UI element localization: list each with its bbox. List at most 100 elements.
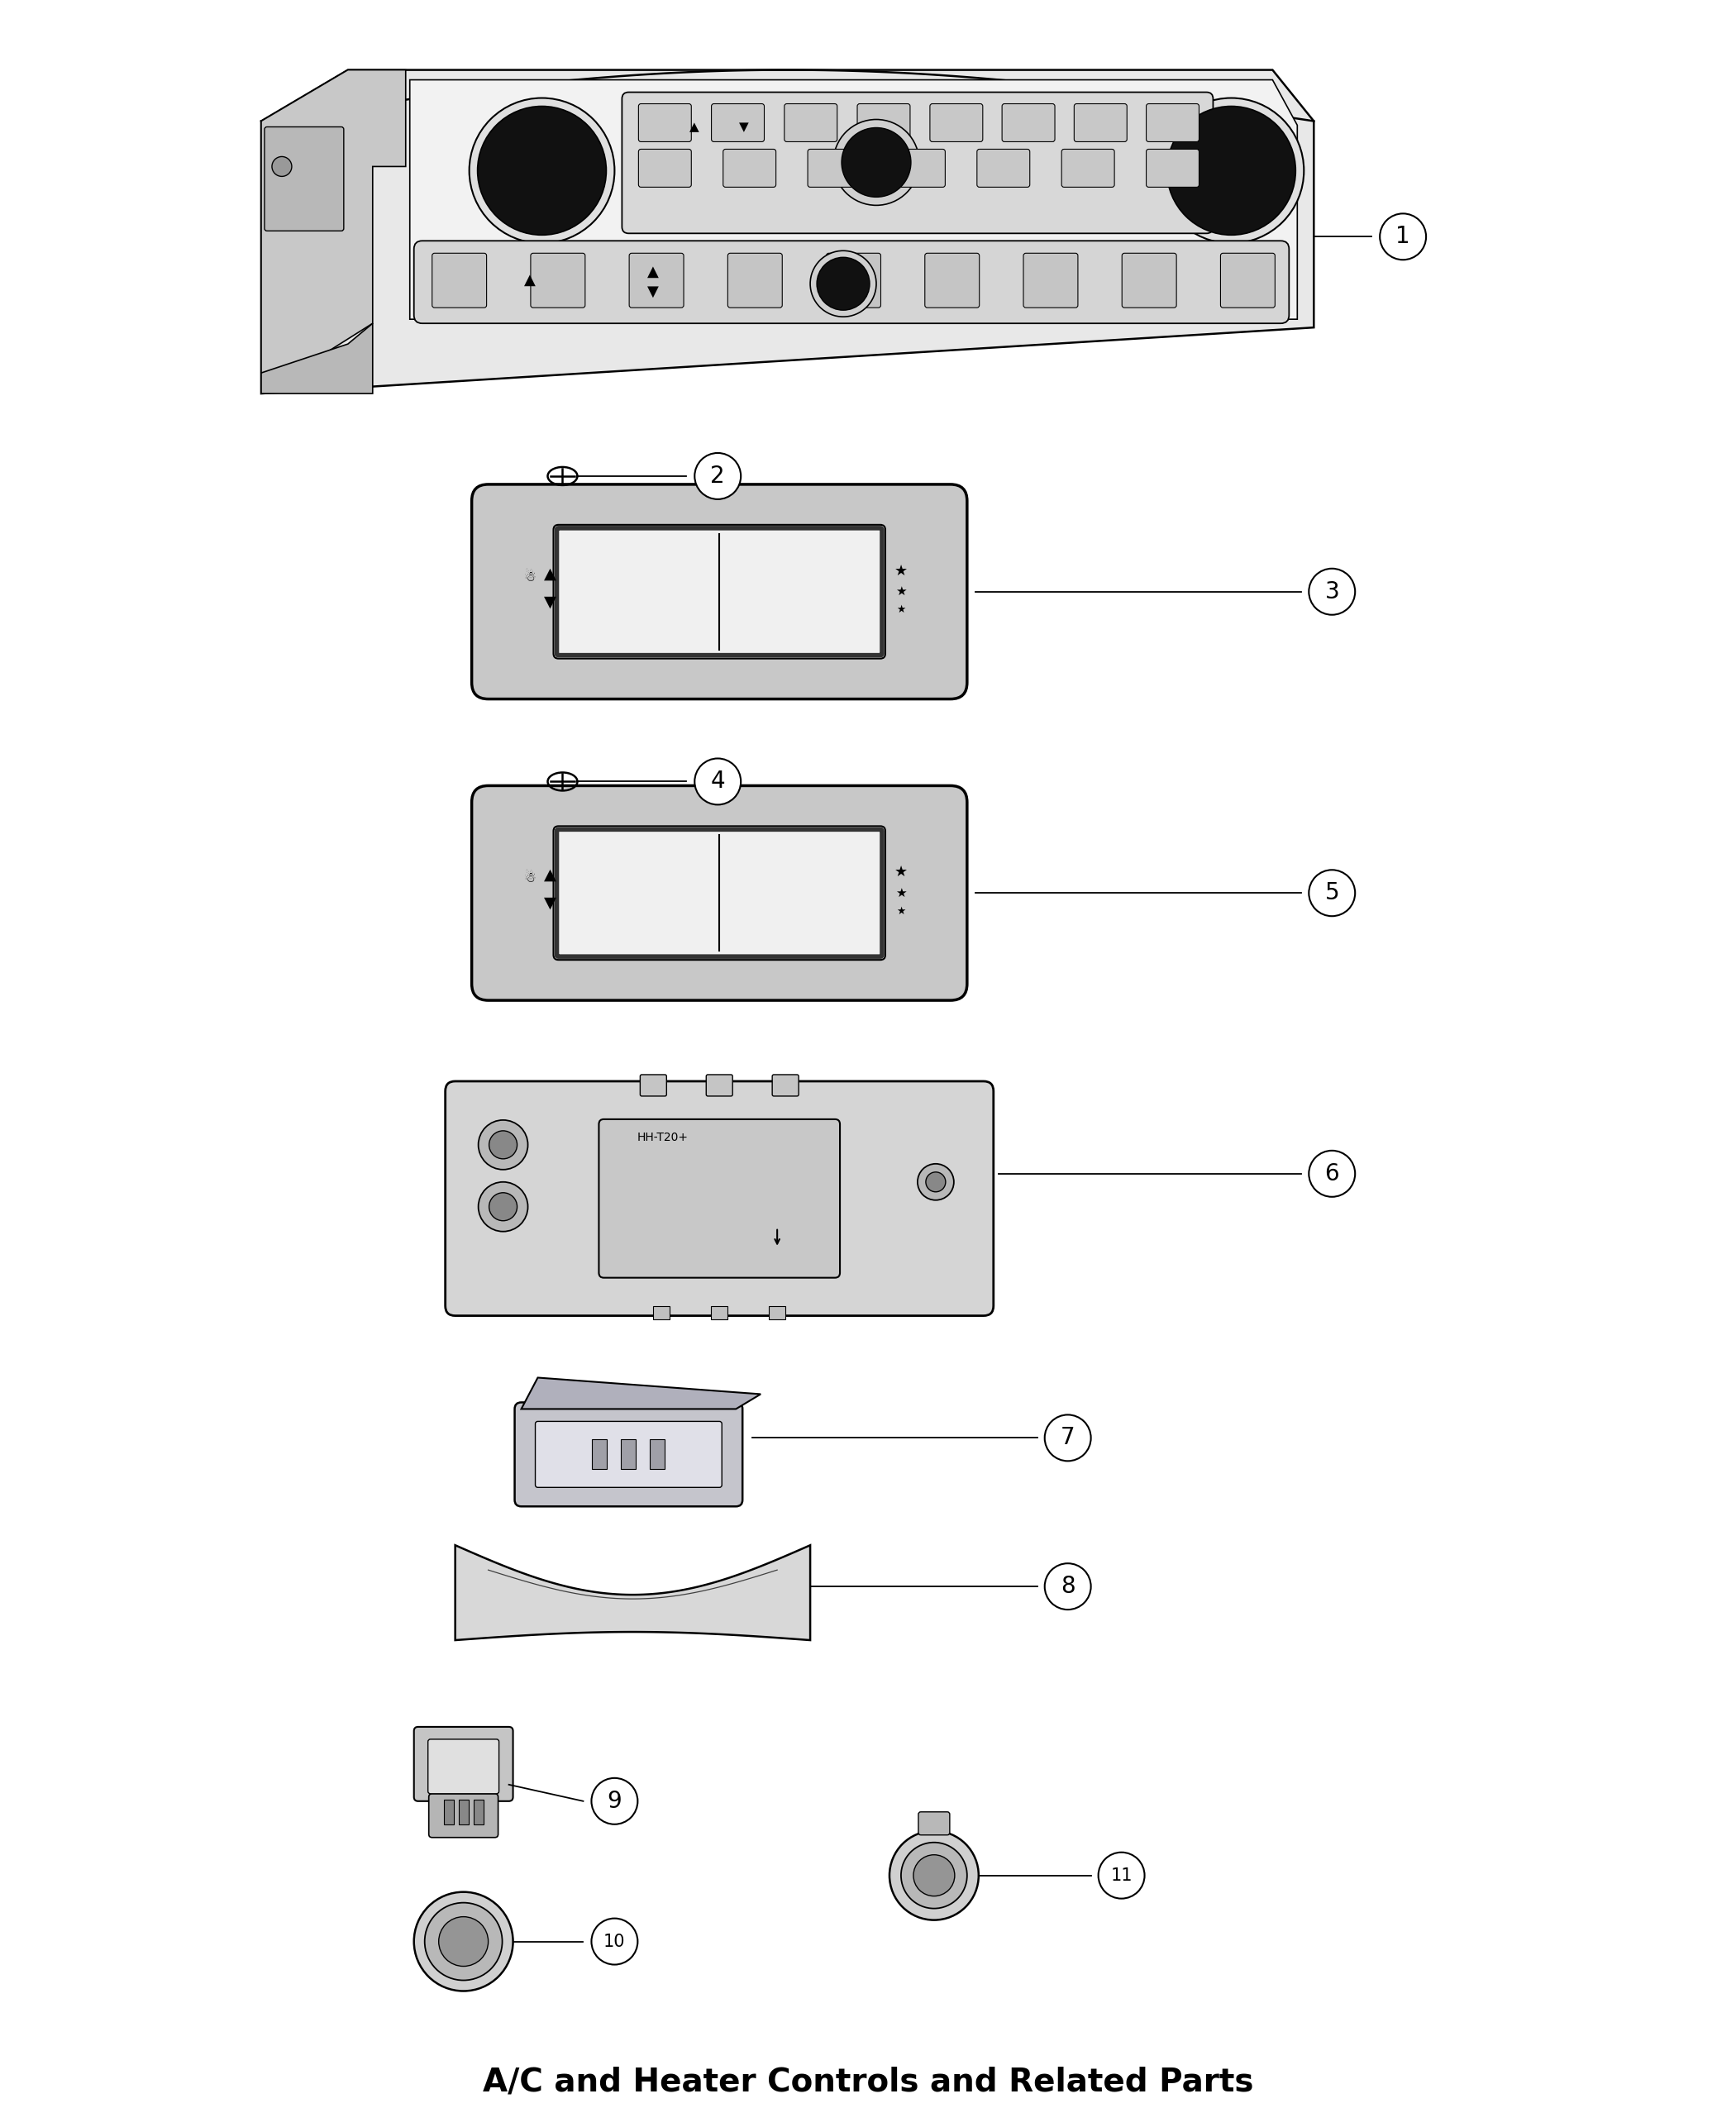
Bar bbox=[649, 1440, 665, 1469]
FancyBboxPatch shape bbox=[930, 103, 983, 141]
Circle shape bbox=[413, 1893, 514, 1992]
Circle shape bbox=[918, 1164, 953, 1199]
Circle shape bbox=[1309, 871, 1356, 917]
Text: ▲: ▲ bbox=[543, 866, 556, 883]
Bar bbox=[592, 1440, 608, 1469]
FancyBboxPatch shape bbox=[1146, 150, 1200, 188]
Text: ★: ★ bbox=[896, 906, 906, 917]
Circle shape bbox=[818, 257, 870, 310]
FancyBboxPatch shape bbox=[535, 1421, 722, 1488]
FancyBboxPatch shape bbox=[429, 1794, 498, 1838]
Circle shape bbox=[490, 1193, 517, 1221]
Circle shape bbox=[842, 129, 911, 196]
Text: ▼: ▼ bbox=[648, 285, 660, 299]
Circle shape bbox=[479, 1119, 528, 1170]
Text: ☃: ☃ bbox=[523, 569, 536, 584]
Bar bbox=[474, 1800, 483, 1823]
FancyBboxPatch shape bbox=[892, 150, 944, 188]
Bar bbox=[712, 1305, 727, 1320]
FancyBboxPatch shape bbox=[1024, 253, 1078, 308]
Circle shape bbox=[425, 1904, 502, 1979]
FancyBboxPatch shape bbox=[707, 1075, 733, 1096]
Text: HH-T20+: HH-T20+ bbox=[637, 1132, 687, 1143]
FancyBboxPatch shape bbox=[639, 150, 691, 188]
Bar bbox=[653, 1305, 670, 1320]
Text: ★: ★ bbox=[894, 563, 908, 578]
Text: ▲: ▲ bbox=[524, 274, 535, 289]
Circle shape bbox=[1158, 97, 1304, 242]
Circle shape bbox=[913, 1855, 955, 1895]
FancyBboxPatch shape bbox=[1146, 103, 1200, 141]
Polygon shape bbox=[260, 323, 373, 394]
Text: ★: ★ bbox=[896, 605, 906, 616]
FancyBboxPatch shape bbox=[1002, 103, 1055, 141]
Polygon shape bbox=[260, 70, 1314, 394]
Text: 2: 2 bbox=[710, 464, 726, 487]
Text: 4: 4 bbox=[710, 769, 726, 793]
Text: 6: 6 bbox=[1325, 1162, 1338, 1185]
FancyBboxPatch shape bbox=[727, 253, 783, 308]
Text: ▲: ▲ bbox=[689, 120, 700, 133]
Bar bbox=[621, 1440, 635, 1469]
Bar bbox=[458, 1800, 469, 1823]
FancyBboxPatch shape bbox=[554, 525, 885, 658]
Text: 8: 8 bbox=[1061, 1575, 1075, 1598]
FancyBboxPatch shape bbox=[264, 126, 344, 232]
FancyBboxPatch shape bbox=[514, 1402, 743, 1507]
Bar bbox=[769, 1305, 785, 1320]
Circle shape bbox=[833, 120, 918, 204]
Text: 10: 10 bbox=[604, 1933, 625, 1950]
Text: 11: 11 bbox=[1111, 1868, 1132, 1885]
Circle shape bbox=[1045, 1414, 1090, 1461]
Polygon shape bbox=[521, 1379, 760, 1408]
FancyBboxPatch shape bbox=[1220, 253, 1274, 308]
Circle shape bbox=[1309, 569, 1356, 616]
Text: A/C and Heater Controls and Related Parts: A/C and Heater Controls and Related Part… bbox=[483, 2066, 1253, 2097]
Circle shape bbox=[1099, 1853, 1144, 1899]
FancyBboxPatch shape bbox=[413, 240, 1290, 323]
Circle shape bbox=[901, 1842, 967, 1908]
FancyBboxPatch shape bbox=[724, 150, 776, 188]
Text: ★: ★ bbox=[896, 586, 906, 599]
FancyBboxPatch shape bbox=[1075, 103, 1127, 141]
Circle shape bbox=[889, 1832, 979, 1920]
FancyBboxPatch shape bbox=[432, 253, 486, 308]
Text: ▼: ▼ bbox=[543, 594, 556, 609]
Circle shape bbox=[694, 759, 741, 805]
Text: ▼: ▼ bbox=[740, 120, 748, 133]
Circle shape bbox=[479, 1183, 528, 1231]
FancyBboxPatch shape bbox=[641, 1075, 667, 1096]
Circle shape bbox=[694, 453, 741, 500]
FancyBboxPatch shape bbox=[807, 150, 861, 188]
FancyBboxPatch shape bbox=[773, 1075, 799, 1096]
FancyBboxPatch shape bbox=[1121, 253, 1177, 308]
Text: 9: 9 bbox=[608, 1790, 621, 1813]
FancyBboxPatch shape bbox=[977, 150, 1029, 188]
Circle shape bbox=[925, 1172, 946, 1191]
Polygon shape bbox=[260, 70, 406, 394]
Circle shape bbox=[592, 1918, 637, 1965]
FancyBboxPatch shape bbox=[639, 103, 691, 141]
Text: 7: 7 bbox=[1061, 1427, 1075, 1450]
Circle shape bbox=[273, 156, 292, 177]
FancyBboxPatch shape bbox=[621, 93, 1213, 234]
Circle shape bbox=[490, 1130, 517, 1159]
Text: ☃: ☃ bbox=[523, 871, 536, 885]
FancyBboxPatch shape bbox=[925, 253, 979, 308]
Text: 5: 5 bbox=[1325, 881, 1338, 904]
Circle shape bbox=[592, 1777, 637, 1823]
FancyBboxPatch shape bbox=[785, 103, 837, 141]
FancyBboxPatch shape bbox=[472, 786, 967, 1001]
FancyBboxPatch shape bbox=[1062, 150, 1115, 188]
Text: ▲: ▲ bbox=[543, 565, 556, 582]
Text: 1: 1 bbox=[1396, 226, 1410, 249]
FancyBboxPatch shape bbox=[858, 103, 910, 141]
FancyBboxPatch shape bbox=[628, 253, 684, 308]
Circle shape bbox=[811, 251, 877, 316]
Circle shape bbox=[439, 1916, 488, 1967]
FancyBboxPatch shape bbox=[429, 1739, 498, 1794]
Bar bbox=[444, 1800, 453, 1823]
Text: ▲: ▲ bbox=[648, 266, 660, 280]
Polygon shape bbox=[410, 80, 1297, 318]
FancyBboxPatch shape bbox=[472, 485, 967, 700]
